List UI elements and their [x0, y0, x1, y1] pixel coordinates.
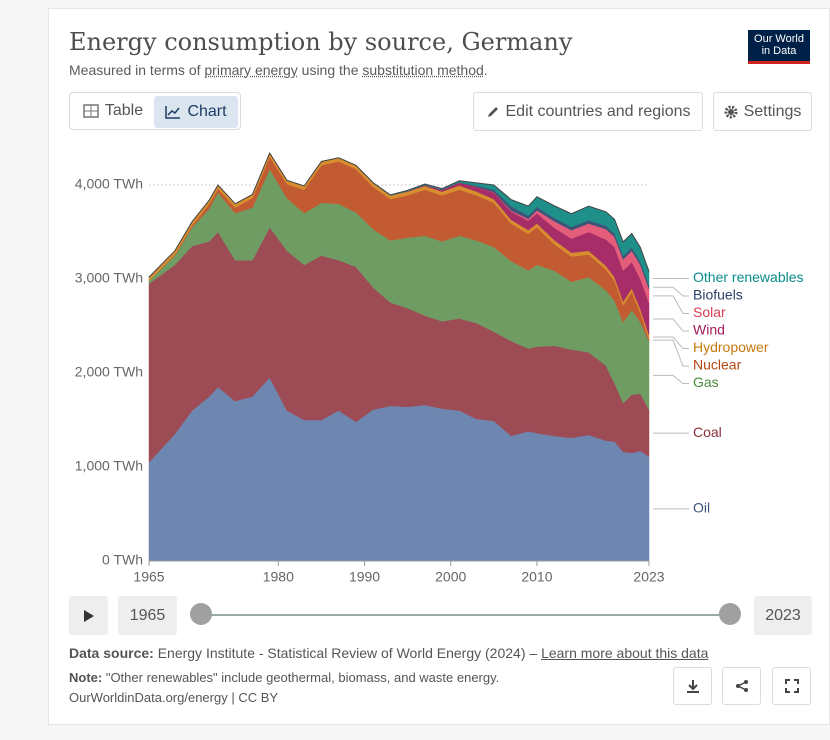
subtitle-text: Measured in terms of — [69, 62, 205, 78]
legend-label: Gas — [693, 374, 719, 390]
tab-label: Chart — [187, 103, 227, 120]
fullscreen-button[interactable] — [772, 667, 811, 705]
play-icon — [83, 609, 94, 622]
tab-chart[interactable]: Chart — [154, 96, 238, 128]
timeline-label: 2023 — [765, 606, 801, 624]
legend-leader — [653, 336, 689, 350]
legend-leader — [653, 318, 689, 332]
y-tick-label: 0 TWh — [102, 552, 143, 568]
timeline-track — [201, 614, 730, 616]
legend-label: Wind — [693, 322, 725, 338]
logo-line: Our World — [754, 33, 804, 45]
y-tick-label: 1,000 TWh — [75, 458, 143, 474]
x-tick-label: 1980 — [263, 569, 294, 585]
legend-leader — [653, 374, 689, 385]
edit-button[interactable]: Edit countries and regions — [473, 92, 703, 131]
top-outline — [148, 151, 650, 278]
note-text: "Other renewables" include geothermal, b… — [102, 670, 500, 685]
x-tick-label: 2000 — [435, 569, 466, 585]
chart: 0 TWh 1,000 TWh 2,000 TWh 3,000 TWh 4,000 TW… — [75, 151, 804, 585]
note-label: Note: — [69, 670, 103, 685]
subtitle-text: using the — [297, 62, 363, 78]
share-icon — [735, 680, 748, 692]
legend-leader — [653, 295, 689, 315]
legend-label: Solar — [693, 304, 726, 320]
source-label: Data source: — [69, 645, 154, 661]
table-icon — [83, 104, 99, 118]
source: Data source: Energy Institute - Statisti… — [69, 645, 708, 661]
settings-button[interactable]: Settings — [713, 92, 812, 131]
legend-label: Nuclear — [693, 357, 742, 373]
y-tick-label: 4,000 TWh — [75, 176, 143, 192]
x-tick-label: 2010 — [521, 569, 552, 585]
timeline-end[interactable]: 2023 — [754, 596, 812, 635]
chart-icon — [165, 106, 181, 119]
pencil-icon — [487, 106, 498, 117]
x-tick-label: 1990 — [349, 569, 380, 585]
title: Energy consumption by source, Germany — [69, 28, 573, 56]
tab-table[interactable]: Table — [74, 96, 152, 126]
timeline-handle[interactable] — [719, 603, 741, 625]
source-link[interactable]: Learn more about this data — [541, 645, 709, 661]
gear-icon — [724, 105, 738, 118]
legend-label: Oil — [693, 500, 710, 516]
source-text: Energy Institute - Statistical Review of… — [153, 645, 542, 661]
legend-leader — [653, 286, 689, 297]
subtitle-link[interactable]: substitution method — [362, 62, 484, 78]
tab-group — [69, 92, 241, 130]
logo[interactable]: Our World in Data — [748, 30, 810, 64]
timeline-label: 1965 — [129, 606, 166, 624]
legend-label: Other renewables — [693, 269, 804, 285]
fullscreen-icon — [784, 679, 799, 693]
note: Note: "Other renewables" include geother… — [69, 670, 499, 685]
legend-leader — [653, 339, 689, 367]
x-tick-label: 2023 — [633, 569, 664, 585]
download-icon — [686, 680, 699, 693]
play-button[interactable] — [69, 596, 108, 635]
tab-label: Table — [104, 102, 144, 119]
timeline-start[interactable]: 1965 — [118, 596, 177, 635]
legend-label: Hydropower — [693, 339, 769, 355]
y-tick-label: 2,000 TWh — [75, 364, 143, 380]
download-button[interactable] — [673, 667, 712, 705]
share-button[interactable] — [722, 667, 761, 705]
logo-line: in Data — [761, 45, 797, 57]
subtitle-text: . — [483, 62, 488, 78]
timeline-handle[interactable] — [190, 603, 212, 625]
subtitle: Measured in terms of primary energy usin… — [69, 62, 488, 78]
button-label: Edit countries and regions — [505, 102, 691, 120]
x-tick-label: 1965 — [133, 569, 164, 585]
y-tick-label: 3,000 TWh — [75, 270, 143, 286]
button-label: Settings — [743, 102, 802, 120]
subtitle-link[interactable]: primary energy — [204, 62, 298, 78]
legend-label: Coal — [693, 424, 722, 440]
legend-label: Biofuels — [693, 287, 743, 303]
license: OurWorldinData.org/energy | CC BY — [69, 690, 279, 705]
